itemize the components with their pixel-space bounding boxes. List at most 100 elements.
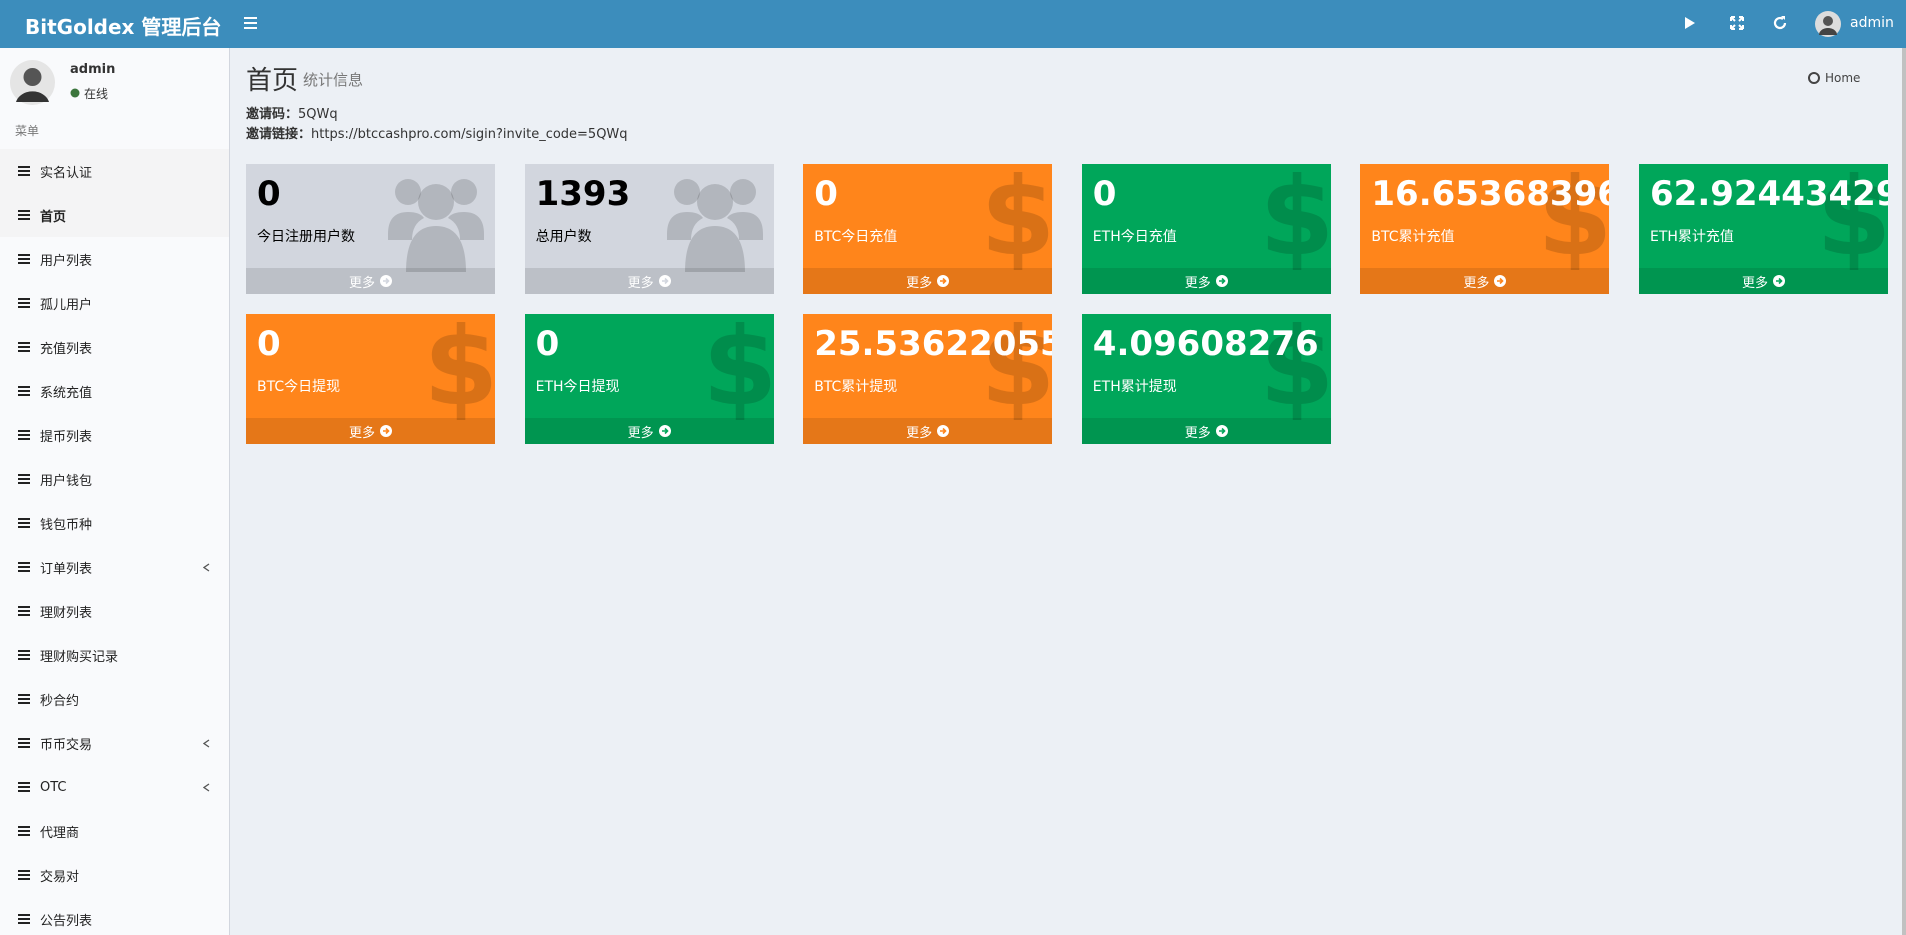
menu-item[interactable]: 订单列表 xyxy=(0,545,229,589)
svg-text:$: $ xyxy=(1819,168,1888,272)
stat-label: ETH今日提现 xyxy=(535,379,620,395)
stat-value: 0 xyxy=(1092,174,1117,214)
dollar-icon: $ xyxy=(1540,168,1609,272)
more-text[interactable]: 更多 xyxy=(627,275,654,291)
menu-item[interactable]: 代理商 xyxy=(0,809,229,853)
menu-label[interactable]: 孤儿用户 xyxy=(40,297,93,313)
more-link[interactable]: 更多 xyxy=(524,268,774,294)
menu-item[interactable]: 理财列表 xyxy=(0,589,229,633)
more-text[interactable]: 更多 xyxy=(348,425,375,441)
stat-label: BTC今日提现 xyxy=(257,379,341,395)
dollar-icon: $ xyxy=(1819,168,1888,272)
more-link[interactable]: 更多 xyxy=(1360,268,1610,294)
stat-label: ETH累计提现 xyxy=(1092,379,1177,395)
menu-label[interactable]: 用户钱包 xyxy=(40,473,93,489)
menu-label[interactable]: 公告列表 xyxy=(40,913,93,929)
menu-item[interactable]: 实名认证 xyxy=(0,149,229,193)
menu-item[interactable]: 交易对 xyxy=(0,853,229,897)
menu-label[interactable]: 订单列表 xyxy=(40,561,93,577)
menu-item[interactable]: 充值列表 xyxy=(0,325,229,369)
menu-label[interactable]: 实名认证 xyxy=(40,165,93,181)
more-text[interactable]: 更多 xyxy=(1741,275,1768,291)
more-link[interactable]: 更多 xyxy=(1639,268,1888,294)
stat-value: 16.65368396 xyxy=(1371,174,1610,214)
stat-label: BTC累计充值 xyxy=(1371,229,1455,245)
menu-item[interactable]: 理财购买记录 xyxy=(0,633,229,677)
menu-icon xyxy=(18,782,30,792)
menu-label[interactable]: 理财列表 xyxy=(40,605,93,621)
refresh-icon[interactable] xyxy=(1772,15,1788,31)
menu-item[interactable]: 提币列表 xyxy=(0,413,229,457)
more-link[interactable]: 更多 xyxy=(1081,418,1331,444)
menu-icon xyxy=(18,430,30,440)
menu-item[interactable]: 系统充值 xyxy=(0,369,229,413)
menu-item[interactable]: 用户钱包 xyxy=(0,457,229,501)
stat-label: BTC今日充值 xyxy=(814,229,898,245)
menu-icon xyxy=(18,298,30,308)
more-link[interactable]: 更多 xyxy=(524,418,774,444)
dollar-icon: $ xyxy=(705,318,774,422)
more-link[interactable]: 更多 xyxy=(803,268,1053,294)
header-avatar[interactable] xyxy=(1815,11,1841,37)
more-link[interactable]: 更多 xyxy=(803,418,1053,444)
breadcrumb-icon xyxy=(1808,72,1820,84)
more-text[interactable]: 更多 xyxy=(627,425,654,441)
menu-item[interactable]: 孤儿用户 xyxy=(0,281,229,325)
svg-text:$: $ xyxy=(1262,318,1331,422)
svg-text:$: $ xyxy=(1262,168,1331,272)
menu-label[interactable]: 用户列表 xyxy=(40,253,93,269)
stat-box: $16.65368396 BTC累计充值更多 xyxy=(1360,164,1610,294)
fullscreen-icon[interactable] xyxy=(1730,16,1744,30)
more-arrow xyxy=(1494,275,1507,287)
menu-label[interactable]: 代理商 xyxy=(40,825,80,841)
menu-label[interactable]: 理财购买记录 xyxy=(40,649,119,665)
more-arrow xyxy=(937,425,950,437)
menu-item[interactable]: 用户列表 xyxy=(0,237,229,281)
menu-label[interactable]: 充值列表 xyxy=(40,341,93,357)
menu-toggle[interactable] xyxy=(244,16,258,30)
more-text[interactable]: 更多 xyxy=(906,275,933,291)
menu-item[interactable]: 公告列表 xyxy=(0,897,229,935)
brand[interactable]: BitGoldex 管理后台 xyxy=(25,15,222,39)
menu-label[interactable]: 提币列表 xyxy=(40,429,93,445)
more-arrow xyxy=(380,275,392,287)
menu-icon xyxy=(18,738,30,748)
menu-icon xyxy=(18,826,30,836)
scrollbar xyxy=(1902,48,1906,935)
invite-info: 邀请码：5QWq 邀请链接：https://btccashpro.com/sig… xyxy=(246,105,628,145)
breadcrumb[interactable]: Home xyxy=(1825,71,1861,85)
more-text[interactable]: 更多 xyxy=(1184,425,1211,441)
more-link[interactable]: 更多 xyxy=(1081,268,1331,294)
users-icon xyxy=(666,179,763,272)
stat-box: $0 ETH今日提现 更多 xyxy=(524,314,774,444)
stat-value: 0 xyxy=(257,324,281,364)
menu-label[interactable]: 系统充值 xyxy=(40,385,93,401)
more-arrow xyxy=(937,275,950,287)
menu-item[interactable]: 钱包币种 xyxy=(0,501,229,545)
menu-label[interactable]: 首页 xyxy=(40,209,67,225)
menu-label[interactable]: OTC xyxy=(40,779,67,795)
menu-label[interactable]: 钱包币种 xyxy=(40,517,93,533)
more-arrow xyxy=(1773,275,1785,287)
more-link[interactable]: 更多 xyxy=(246,268,495,294)
user-name: admin xyxy=(70,62,116,77)
top-bar: BitGoldex 管理后台 admin xyxy=(0,0,1906,48)
menu-item[interactable]: 币币交易 xyxy=(0,721,229,765)
more-text[interactable]: 更多 xyxy=(1463,275,1490,291)
menu-icon xyxy=(18,562,30,572)
play-icon[interactable] xyxy=(1683,16,1697,30)
menu-item[interactable]: OTC xyxy=(0,765,229,809)
stat-box: $0 ETH今日充值 更多 xyxy=(1081,164,1331,294)
stat-value: 25.53622055 xyxy=(814,324,1053,364)
menu-label[interactable]: 秒合约 xyxy=(40,693,80,709)
more-text[interactable]: 更多 xyxy=(906,425,933,441)
header-user[interactable]: admin xyxy=(1850,15,1894,31)
more-text[interactable]: 更多 xyxy=(348,275,375,291)
dollar-icon: $ xyxy=(426,318,495,422)
menu-label[interactable]: 交易对 xyxy=(40,869,80,885)
more-text[interactable]: 更多 xyxy=(1184,275,1211,291)
menu-label[interactable]: 币币交易 xyxy=(40,737,93,753)
menu-item[interactable]: 首页 xyxy=(0,193,229,237)
more-link[interactable]: 更多 xyxy=(246,418,495,444)
menu-item[interactable]: 秒合约 xyxy=(0,677,229,721)
